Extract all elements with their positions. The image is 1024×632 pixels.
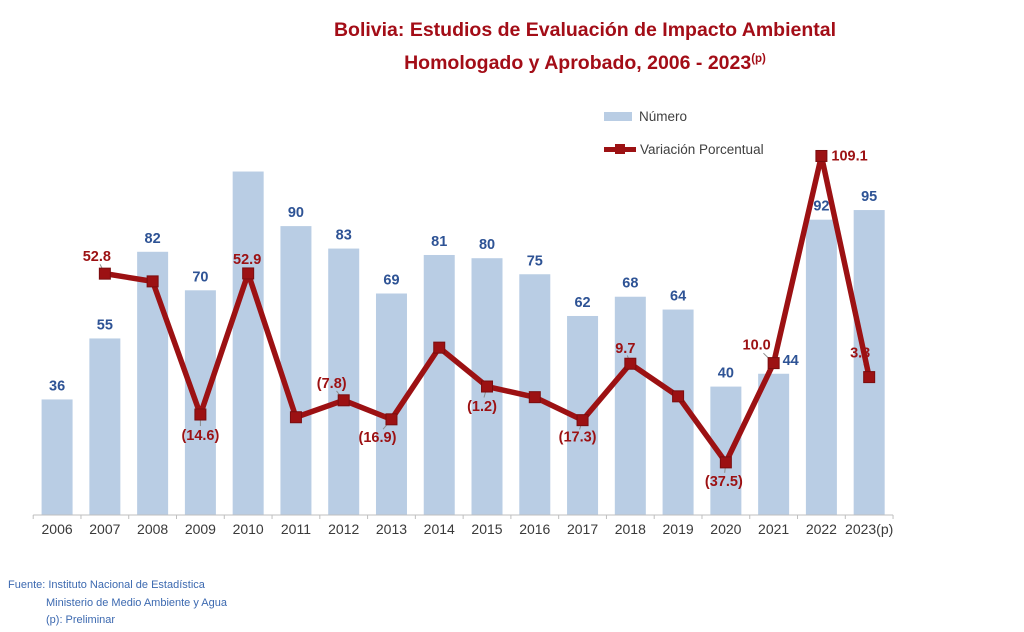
chart-title: Bolivia: Estudios de Evaluación de Impac… xyxy=(215,16,955,78)
chart-title-line1: Bolivia: Estudios de Evaluación de Impac… xyxy=(333,19,837,41)
source-line-3: (p): Preliminar xyxy=(46,614,116,626)
source-line-1: Fuente: Instituto Nacional de Estadístic… xyxy=(8,579,205,591)
line-marker-2014 xyxy=(433,341,446,354)
bar-2011 xyxy=(280,226,312,515)
x-axis-label-2011: 2011 xyxy=(281,521,311,537)
bar-label-2012: 83 xyxy=(336,228,352,244)
x-axis-label-2020: 2020 xyxy=(710,521,741,537)
line-label-2023(p): 3.3 xyxy=(850,346,870,362)
line-marker-2007 xyxy=(98,267,111,280)
bar-label-2011: 90 xyxy=(288,205,304,221)
line-label-2010: 52.9 xyxy=(233,252,261,268)
legend-item-variacion: Variación Porcentual xyxy=(604,133,764,166)
x-axis-label-2023(p): 2023(p) xyxy=(845,521,893,537)
chart-title-line2: Homologado y Aprobado, 2006 - 2023(p) xyxy=(215,45,955,78)
line-label-2007: 52.8 xyxy=(83,249,111,265)
bar-label-2022: 92 xyxy=(813,199,829,215)
x-axis-label-2021: 2021 xyxy=(758,521,789,537)
x-axis-label-2008: 2008 xyxy=(137,521,168,537)
bar-2012 xyxy=(328,248,360,515)
bar-swatch-icon xyxy=(604,112,632,121)
bar-label-2006: 36 xyxy=(49,378,65,394)
line-marker-2010 xyxy=(242,267,255,280)
legend: Número Variación Porcentual xyxy=(604,100,764,166)
x-axis-label-2006: 2006 xyxy=(42,521,73,537)
line-marker-2022 xyxy=(815,149,828,162)
legend-label-variacion: Variación Porcentual xyxy=(640,142,764,157)
bar-label-2017: 62 xyxy=(574,295,590,311)
bar-2023(p) xyxy=(853,210,885,516)
line-marker-2019 xyxy=(672,390,685,403)
source-line-2: Ministerio de Medio Ambiente y Agua xyxy=(46,596,227,609)
x-axis-label-2014: 2014 xyxy=(424,521,455,537)
bar-2006 xyxy=(41,399,73,515)
line-marker-2015 xyxy=(481,380,494,393)
line-label-2013: (16.9) xyxy=(359,430,397,446)
line-marker-2018 xyxy=(624,357,637,370)
bar-label-2016: 75 xyxy=(527,253,543,269)
line-marker-2009 xyxy=(194,408,207,421)
source-note: Fuente: Instituto Nacional de Estadístic… xyxy=(8,577,227,630)
bar-2007 xyxy=(89,338,121,515)
chart-title-line2-text: Homologado y Aprobado, 2006 - 2023 xyxy=(404,52,752,74)
title-superscript: (p) xyxy=(751,53,766,65)
line-label-2018: 9.7 xyxy=(615,341,635,357)
line-label-2020: (37.5) xyxy=(705,474,743,490)
bar-label-2013: 69 xyxy=(383,273,399,289)
bar-2008 xyxy=(137,251,169,515)
line-label-2009: (14.6) xyxy=(181,428,219,444)
bar-2022 xyxy=(805,219,837,515)
line-label-2015: (1.2) xyxy=(467,399,497,415)
x-axis-label-2015: 2015 xyxy=(471,521,502,537)
x-axis-label-2022: 2022 xyxy=(806,521,837,537)
legend-label-numero: Número xyxy=(639,109,688,124)
x-axis-label-2007: 2007 xyxy=(89,521,120,537)
line-label-2021: 10.0 xyxy=(743,338,771,354)
line-label-2022: 109.1 xyxy=(831,148,867,164)
chart-canvas: 2006 2007 2008 2009 2010 2011 2012 2013 2014 2015… xyxy=(32,148,894,537)
bar-label-2021: 44 xyxy=(783,353,799,369)
bar-2018 xyxy=(614,296,646,515)
x-axis-label-2012: 2012 xyxy=(328,521,359,537)
bar-label-2019: 64 xyxy=(670,289,686,305)
line-marker-2016 xyxy=(528,391,541,404)
bar-label-2008: 82 xyxy=(145,231,161,247)
line-marker-2008 xyxy=(146,275,159,288)
bar-label-2015: 80 xyxy=(479,237,495,253)
line-marker-icon xyxy=(615,144,625,154)
bar-2009 xyxy=(184,290,216,515)
bar-2010 xyxy=(232,171,264,515)
x-axis-label-2016: 2016 xyxy=(519,521,550,537)
bar-label-2009: 70 xyxy=(192,269,208,285)
line-marker-2023(p) xyxy=(863,371,876,384)
x-axis-label-2013: 2013 xyxy=(376,521,407,537)
bar-label-2007: 55 xyxy=(97,317,113,333)
x-axis-label-2018: 2018 xyxy=(615,521,646,537)
line-marker-2017 xyxy=(576,414,589,427)
bar-label-2020: 40 xyxy=(718,366,734,382)
x-axis-label-2009: 2009 xyxy=(185,521,216,537)
x-axis-label-2017: 2017 xyxy=(567,521,598,537)
bar-label-2014: 81 xyxy=(431,234,447,250)
line-label-2012: (7.8) xyxy=(317,376,347,392)
line-label-2017: (17.3) xyxy=(559,430,597,446)
line-marker-2020 xyxy=(719,456,732,469)
x-axis-label-2010: 2010 xyxy=(233,521,264,537)
bar-label-2023(p): 95 xyxy=(861,189,877,205)
bar-label-2018: 68 xyxy=(622,276,638,292)
bar-2021 xyxy=(758,373,790,515)
line-swatch-icon xyxy=(604,144,636,154)
line-marker-2013 xyxy=(385,413,398,426)
x-axis-label-2019: 2019 xyxy=(663,521,694,537)
bar-2014 xyxy=(423,254,455,516)
line-marker-2021 xyxy=(767,357,780,370)
line-marker-2011 xyxy=(289,411,302,424)
legend-item-numero: Número xyxy=(604,100,764,133)
line-marker-2012 xyxy=(337,394,350,407)
